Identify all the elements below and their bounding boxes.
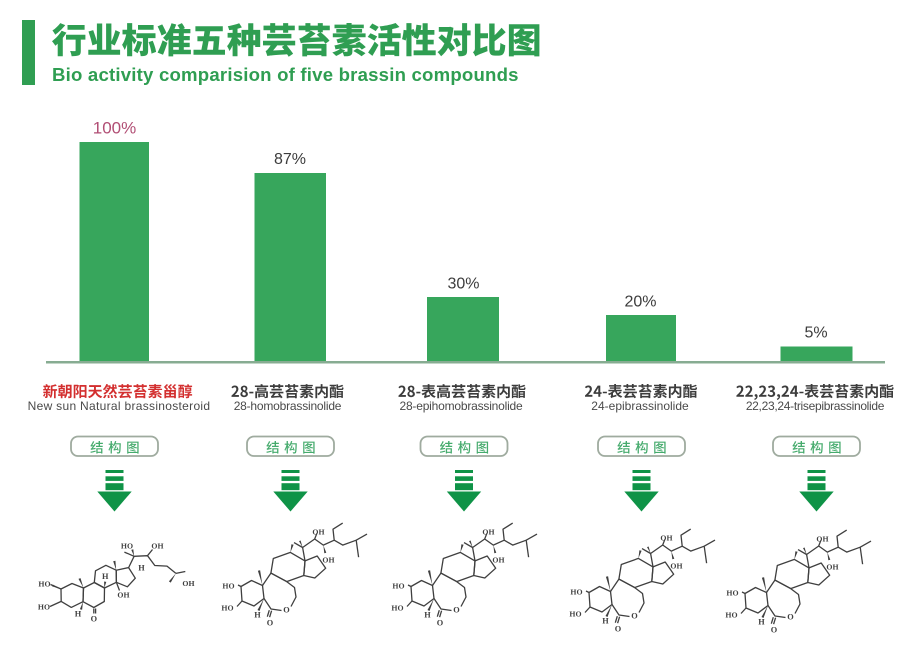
svg-text:HO: HO <box>38 580 50 589</box>
svg-text:30%: 30% <box>447 276 479 293</box>
svg-text:O: O <box>91 615 98 624</box>
svg-text:OH: OH <box>151 542 163 551</box>
svg-text:Bio activity comparision of fi: Bio activity comparision of five brassin… <box>52 64 519 85</box>
svg-text:OH: OH <box>117 591 129 600</box>
svg-text:20%: 20% <box>624 294 656 311</box>
svg-text:5%: 5% <box>804 325 827 342</box>
svg-text:87%: 87% <box>274 151 306 168</box>
svg-text:24-epibrassinolide: 24-epibrassinolide <box>591 399 689 413</box>
svg-text:100%: 100% <box>93 119 136 138</box>
svg-text:H: H <box>138 564 145 573</box>
svg-text:O: O <box>437 619 444 628</box>
svg-text:HO: HO <box>391 604 403 613</box>
svg-text:New sun Natural brassinosteroi: New sun Natural brassinosteroid <box>28 399 211 413</box>
svg-text:O: O <box>453 606 460 615</box>
svg-text:OH: OH <box>482 528 494 537</box>
svg-text:HO: HO <box>121 542 133 551</box>
svg-text:H: H <box>102 572 109 581</box>
svg-text:H: H <box>75 610 82 619</box>
svg-text:H: H <box>424 611 431 620</box>
svg-text:HO: HO <box>38 603 50 612</box>
svg-text:OH: OH <box>492 556 504 565</box>
svg-text:OH: OH <box>182 579 194 588</box>
svg-text:28-epihomobrassinolide: 28-epihomobrassinolide <box>399 399 523 413</box>
svg-text:28-homobrassinolide: 28-homobrassinolide <box>234 399 342 413</box>
svg-text:HO: HO <box>392 582 404 591</box>
svg-text:22,23,24-trisepibrassinolide: 22,23,24-trisepibrassinolide <box>746 399 885 413</box>
